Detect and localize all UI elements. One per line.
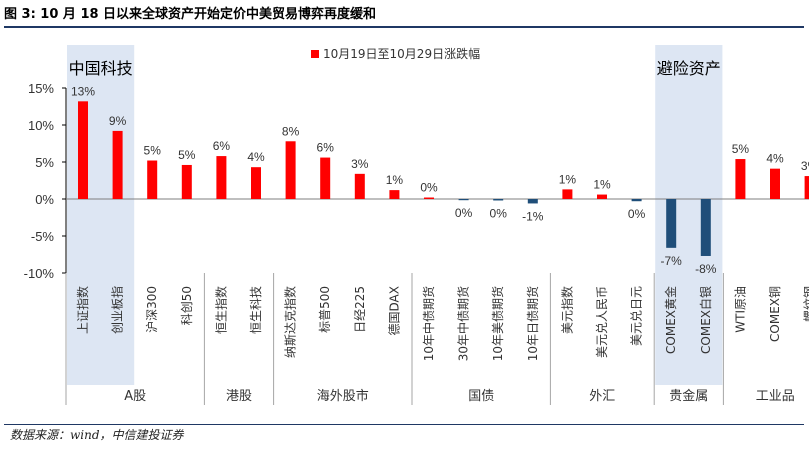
annotation-label-0: 中国科技 xyxy=(69,59,133,78)
data-label-0: 13% xyxy=(71,84,95,98)
y-tick-label-3: 0% xyxy=(35,192,54,207)
category-label-16: 美元兑日元 xyxy=(630,286,644,346)
data-label-1: 9% xyxy=(109,114,127,128)
bar-6 xyxy=(285,141,296,199)
data-label-13: -1% xyxy=(522,209,544,223)
data-label-14: 1% xyxy=(559,172,577,186)
bar-18 xyxy=(700,199,711,256)
group-label-2: 海外股市 xyxy=(317,388,369,404)
category-label-2: 沪深300 xyxy=(145,286,159,333)
bar-1 xyxy=(112,130,123,199)
bar-21 xyxy=(804,176,809,199)
bar-5 xyxy=(251,167,261,199)
data-label-5: 4% xyxy=(247,150,265,164)
category-label-7: 标普500 xyxy=(318,286,332,333)
data-label-4: 6% xyxy=(213,139,231,153)
bar-17 xyxy=(666,199,677,248)
bar-14 xyxy=(562,189,573,199)
figure-title: 图 3: 10 月 18 日以来全球资产开始定价中美贸易博弈再度缓和 xyxy=(4,4,804,28)
bar-8 xyxy=(354,173,365,199)
category-label-20: COMEX铜 xyxy=(767,286,782,342)
bar-16 xyxy=(631,199,642,202)
bar-20 xyxy=(770,168,780,199)
bar-7 xyxy=(320,157,331,199)
group-label-3: 国债 xyxy=(468,389,494,404)
data-label-11: 0% xyxy=(455,206,473,220)
category-label-10: 10年中债期货 xyxy=(421,286,436,361)
bar-2 xyxy=(147,160,158,199)
category-label-5: 恒生科技 xyxy=(249,286,263,334)
category-label-13: 10年日债期货 xyxy=(525,286,540,361)
y-tick-label-0: 15% xyxy=(28,81,54,96)
category-label-11: 30年中债期货 xyxy=(456,286,471,361)
bar-chart: 中国科技 避险资产 10月19日至10月29日涨跌幅 15% 10% 5% 0% -5% -10… xyxy=(24,45,809,405)
category-label-6: 纳斯达克指数 xyxy=(283,286,298,358)
data-label-3: 5% xyxy=(178,148,196,162)
bar-9 xyxy=(389,190,400,199)
data-label-15: 1% xyxy=(593,178,611,192)
y-tick-label-1: 10% xyxy=(28,118,54,133)
bar-0 xyxy=(78,101,88,199)
data-label-8: 3% xyxy=(351,157,369,171)
data-label-20: 4% xyxy=(766,152,784,166)
group-label-0: A股 xyxy=(124,389,146,404)
bar-3 xyxy=(181,164,192,199)
category-label-18: COMEX白银 xyxy=(698,286,713,354)
category-label-9: 德国DAX xyxy=(386,286,401,335)
bar-4 xyxy=(216,156,227,199)
data-label-2: 5% xyxy=(144,144,162,158)
data-label-12: 0% xyxy=(490,206,508,220)
legend-swatch xyxy=(311,50,319,58)
bar-11 xyxy=(458,199,469,201)
category-label-14: 美元指数 xyxy=(559,286,574,334)
annotation-label-1: 避险资产 xyxy=(657,59,721,78)
bottom-divider xyxy=(4,424,804,425)
category-label-15: 美元兑人民币 xyxy=(595,286,609,358)
category-label-0: 上证指数 xyxy=(75,286,90,334)
bar-15 xyxy=(597,194,607,199)
bar-10 xyxy=(424,197,434,199)
source-note: 数据来源：wind，中信建投证券 xyxy=(10,428,184,442)
data-label-6: 8% xyxy=(282,124,300,138)
category-label-12: 10年美债期货 xyxy=(490,286,505,361)
category-label-8: 日经225 xyxy=(353,286,367,333)
category-label-19: WTI原油 xyxy=(733,286,747,333)
y-tick-label-2: 5% xyxy=(35,155,54,170)
data-label-21: 3% xyxy=(801,159,809,173)
y-tick-label-4: -5% xyxy=(31,229,55,244)
category-label-3: 科创50 xyxy=(180,286,194,325)
group-label-5: 贵金属 xyxy=(669,388,708,404)
data-label-18: -8% xyxy=(695,262,717,276)
category-label-21: 螺纹钢 xyxy=(803,286,809,322)
data-label-7: 6% xyxy=(317,141,335,155)
category-label-4: 恒生指数 xyxy=(213,286,228,334)
group-label-4: 外汇 xyxy=(589,389,615,404)
data-label-10: 0% xyxy=(420,181,438,195)
legend-label: 10月19日至10月29日涨跌幅 xyxy=(323,46,480,61)
data-label-19: 5% xyxy=(732,142,750,156)
group-label-1: 港股 xyxy=(226,389,252,404)
category-label-1: 创业板指 xyxy=(110,286,125,334)
data-label-9: 1% xyxy=(386,173,404,187)
bar-19 xyxy=(735,159,746,199)
y-tick-label-5: -10% xyxy=(24,266,55,281)
category-label-17: COMEX黄金 xyxy=(663,286,678,354)
data-label-16: 0% xyxy=(628,207,646,221)
bar-12 xyxy=(493,199,504,201)
bar-13 xyxy=(527,199,538,204)
group-label-6: 工业品 xyxy=(756,389,795,404)
data-label-17: -7% xyxy=(661,254,683,268)
